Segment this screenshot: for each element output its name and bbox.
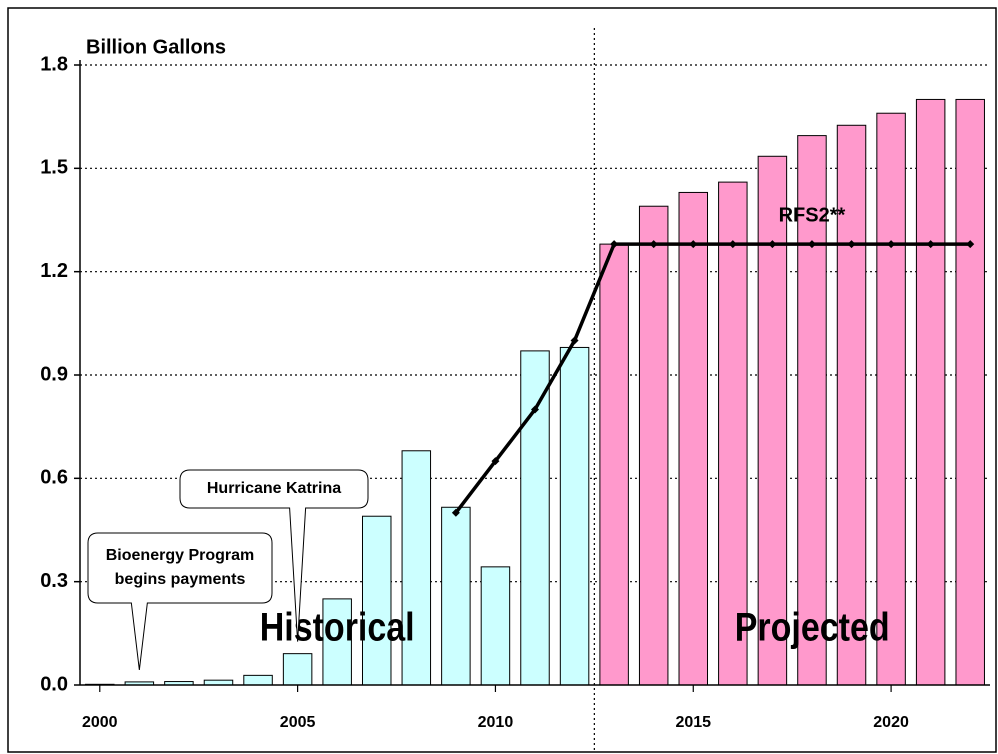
callout-text: Bioenergy Program (106, 547, 254, 564)
bar (520, 350, 550, 686)
line-marker (887, 240, 896, 249)
bar (599, 243, 629, 686)
y-tick-label: 0.3 (40, 570, 68, 592)
y-tick-label: 1.5 (40, 157, 68, 179)
y-tick-label: 0.9 (40, 363, 68, 385)
period-label: Historical (260, 604, 415, 649)
bar (836, 124, 867, 686)
line-marker (491, 457, 500, 466)
callout: Hurricane Katrina (179, 469, 369, 642)
line-marker (966, 240, 975, 249)
line-label: RFS2** (779, 204, 846, 226)
line-marker (570, 336, 579, 345)
callout: Bioenergy Program begins payments (87, 532, 273, 670)
bar (638, 205, 669, 686)
line-marker (531, 405, 539, 414)
line (454, 242, 971, 514)
line-marker (807, 240, 816, 249)
bar (243, 674, 273, 686)
bar (401, 450, 432, 686)
x-tick-label: 2015 (675, 714, 711, 731)
line-marker (926, 240, 935, 249)
bar (361, 515, 392, 686)
line-marker (451, 508, 460, 517)
bar (441, 506, 471, 686)
bar (480, 566, 511, 686)
x-tick-label: 2000 (82, 714, 118, 731)
bar (955, 98, 985, 686)
line-marker (768, 240, 777, 249)
line-marker (649, 240, 658, 249)
line-marker (847, 240, 856, 249)
callout-box (179, 469, 369, 642)
bar (678, 191, 709, 686)
bar (282, 653, 313, 686)
line-marker (689, 240, 698, 249)
bar (559, 346, 590, 686)
callout-text: begins payments (115, 571, 246, 588)
y-tick-label: 0.6 (40, 467, 68, 489)
bar (876, 112, 906, 686)
period-label: Projected (735, 604, 890, 649)
callout-text: Hurricane Katrina (207, 480, 341, 497)
y-tick-label: 1.8 (40, 53, 68, 75)
x-tick-label: 2020 (873, 714, 909, 731)
y-axis-title: Billion Gallons (86, 36, 226, 58)
y-tick-label: 1.2 (40, 260, 68, 282)
callout-box (87, 532, 273, 670)
line-marker (610, 240, 619, 249)
line-marker (728, 240, 737, 249)
bar (322, 598, 352, 686)
x-tick-label: 2005 (280, 714, 316, 731)
bar (915, 98, 946, 686)
y-tick-label: 0.0 (40, 673, 68, 695)
x-tick-label: 2010 (478, 714, 514, 731)
